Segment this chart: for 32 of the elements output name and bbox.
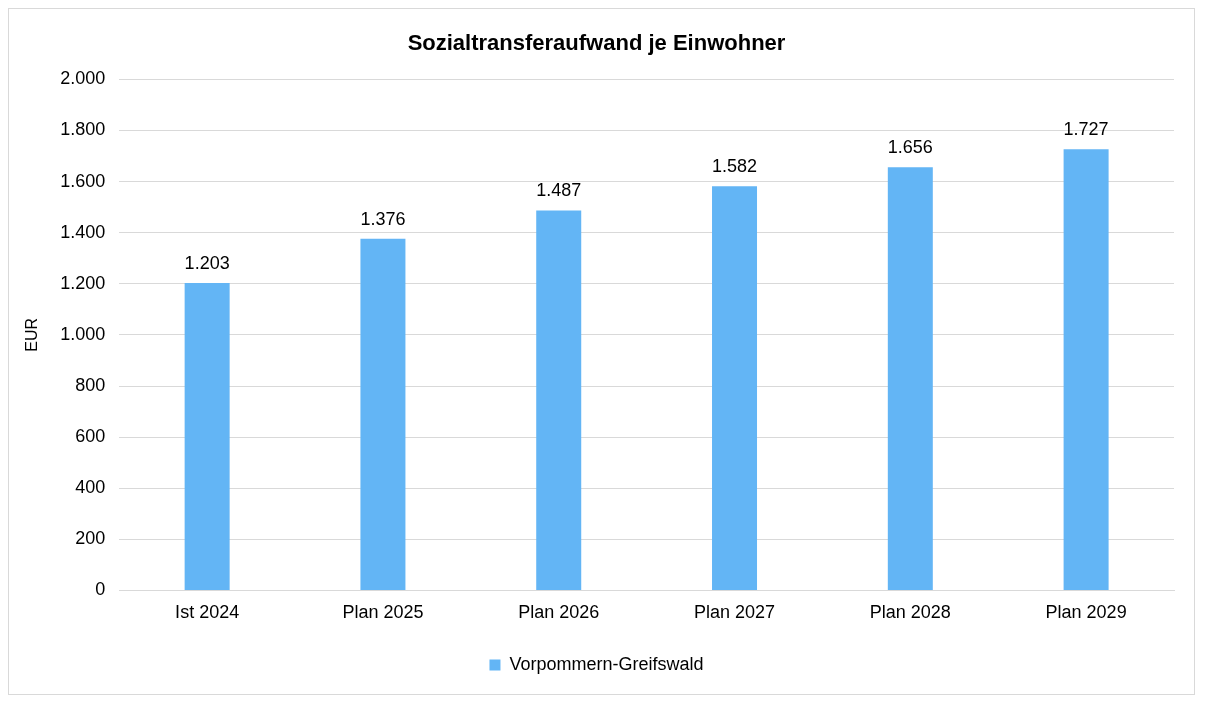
y-tick-label: 1.800 [60,119,106,140]
data-label: 1.203 [184,253,230,273]
y-tick-label: 0 [95,579,106,600]
bar [536,210,582,590]
y-tick-label: 1.400 [60,221,106,242]
bar [360,238,406,590]
chart-title: Sozialtransferaufwand je Einwohner [407,30,786,56]
y-tick-label: 1.200 [60,272,106,293]
bar [887,167,933,590]
data-label: 1.487 [536,180,582,201]
bar [712,186,758,590]
x-tick-label: Plan 2027 [693,602,776,623]
bar [184,283,230,590]
x-tick-label: Plan 2025 [342,602,424,623]
y-tick-label: 600 [75,426,106,447]
y-tick-label: 1.000 [60,323,106,344]
x-tick-label: Plan 2028 [869,602,951,623]
y-tick-label: 200 [75,528,106,549]
legend-label: Vorpommern-Greifswald [509,653,704,674]
x-tick-label: Plan 2026 [518,602,600,623]
x-tick-label: Plan 2029 [1045,602,1127,623]
y-axis-title: EUR [23,318,41,352]
y-tick-label: 400 [75,477,106,498]
data-label: 1.656 [887,137,933,158]
data-label: 1.582 [711,156,758,177]
y-tick-label: 2.000 [60,68,106,89]
bar [1063,149,1109,590]
data-label: 1.727 [1063,119,1109,140]
data-label: 1.376 [360,208,406,229]
y-tick-label: 800 [75,374,106,395]
x-tick-label: Ist 2024 [175,602,240,623]
y-tick-label: 1.600 [60,170,106,191]
